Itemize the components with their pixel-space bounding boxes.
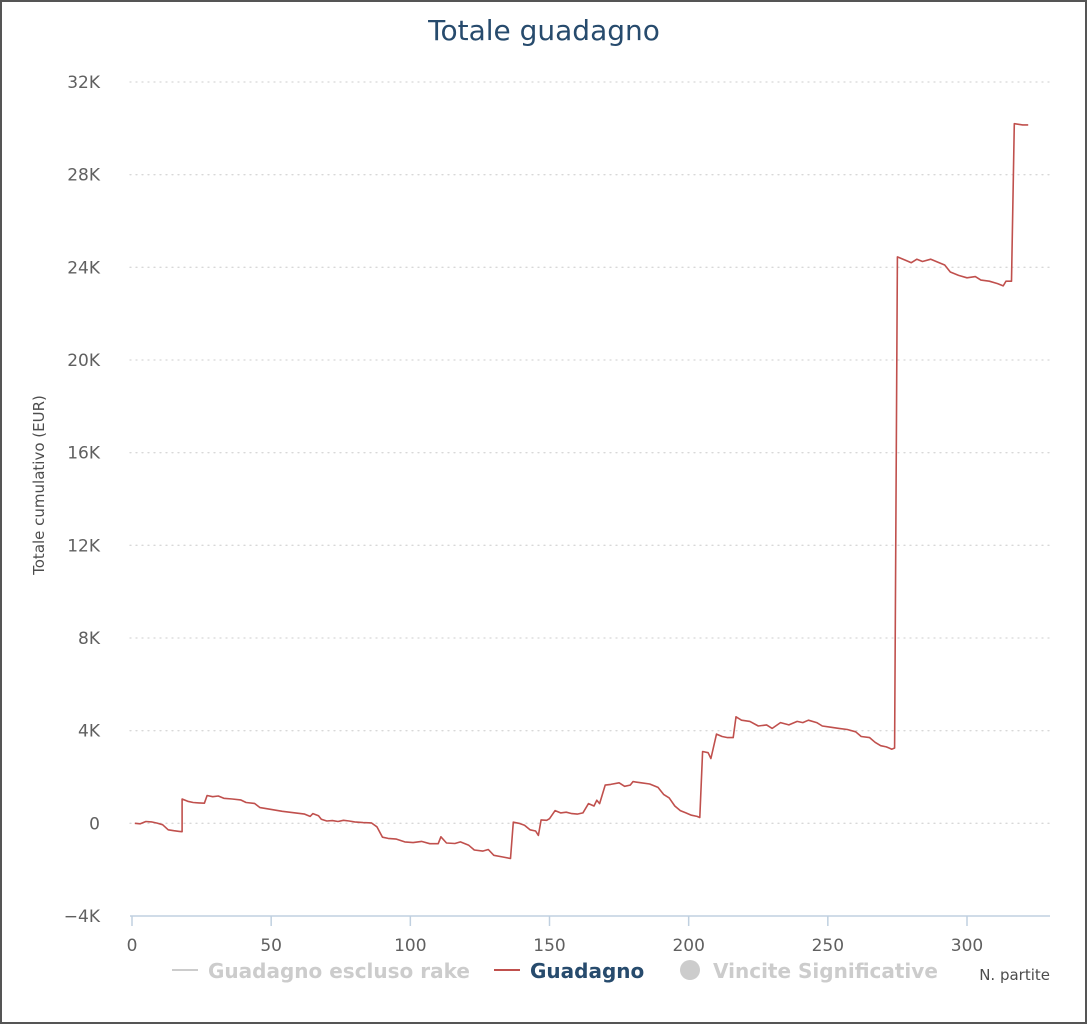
x-tick-label: 250 <box>812 936 844 956</box>
x-tick-label: 150 <box>533 936 565 956</box>
y-axis-ticks: −4K 0 4K 8K 12K 16K 20K 24K 28K 32K <box>64 73 101 927</box>
grid-lines <box>129 81 1051 824</box>
series-layer <box>134 122 1029 860</box>
legend: Guadagno escluso rake Guadagno Vincite Sig… <box>172 959 938 983</box>
legend-item-guadagno[interactable]: Guadagno <box>494 959 644 983</box>
y-tick-label: 12K <box>67 536 101 556</box>
x-axis: 0 50 100 150 200 250 300 <box>127 915 1050 956</box>
x-tick-label: 300 <box>951 936 983 956</box>
y-tick-label: 0 <box>89 814 100 834</box>
x-axis-label: N. partite <box>979 966 1050 984</box>
y-tick-label: 28K <box>67 166 101 186</box>
y-tick-label: 32K <box>67 73 101 93</box>
y-axis-label: Totale cumulativo (EUR) <box>30 395 48 576</box>
legend-item-guadagno-escluso-rake[interactable]: Guadagno escluso rake <box>172 959 470 983</box>
legend-label: Guadagno escluso rake <box>208 959 470 983</box>
y-tick-label: 4K <box>78 722 101 742</box>
y-tick-label: −4K <box>64 907 101 927</box>
y-tick-label: 8K <box>78 629 101 649</box>
legend-marker-circle <box>680 960 700 980</box>
x-tick-label: 50 <box>260 936 282 956</box>
x-tick-label: 200 <box>672 936 704 956</box>
series-line-guadagno <box>134 122 1029 860</box>
legend-item-vincite-significative[interactable]: Vincite Significative <box>680 959 938 983</box>
legend-label: Guadagno <box>530 959 644 983</box>
legend-label: Vincite Significative <box>713 959 938 983</box>
chart-title: Totale guadagno <box>427 14 660 47</box>
y-tick-label: 24K <box>67 258 101 278</box>
y-tick-label: 20K <box>67 351 101 371</box>
x-tick-label: 0 <box>127 936 138 956</box>
x-tick-label: 100 <box>394 936 426 956</box>
y-tick-label: 16K <box>67 444 101 464</box>
